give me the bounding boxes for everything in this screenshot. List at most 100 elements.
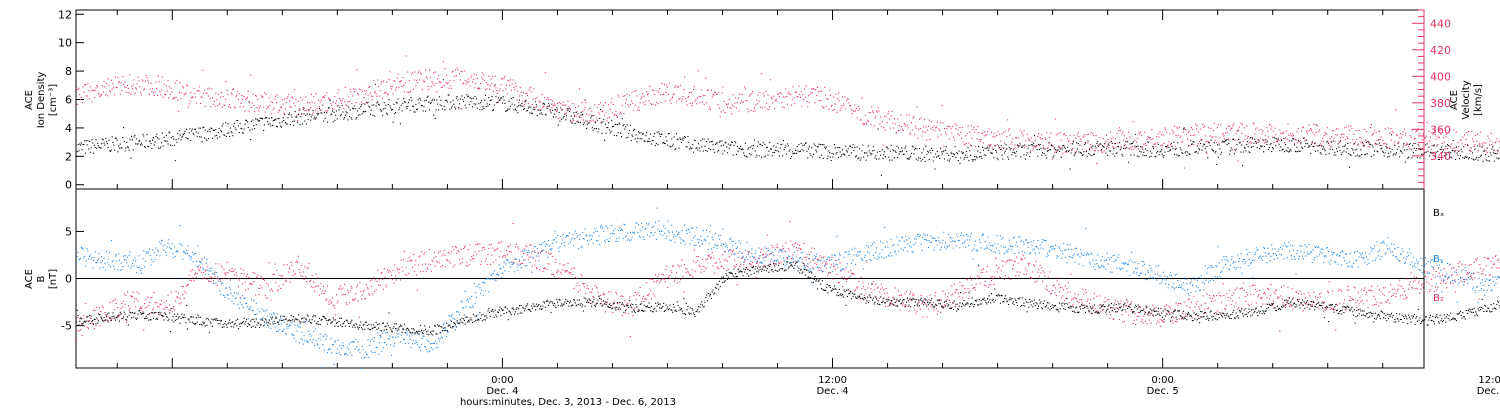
velocity-series-pt-1264 [1099,137,1101,139]
velocity-series-pt-1738 [1483,142,1485,144]
density-series-pt-48 [114,137,116,139]
density-series-pt-1264 [1099,143,1101,145]
velocity-series-pt-944 [840,107,842,109]
density-series-pt-333 [345,111,347,113]
density-series-pt-889 [795,152,797,154]
velocity-series-pt-1266 [1101,150,1103,152]
density-series-pt-1594 [1366,153,1368,155]
velocity-series-pt-1208 [1054,151,1056,153]
density-series-pt-128 [179,134,181,136]
density-series-pt-1661 [1421,153,1423,155]
density-series-pt-44 [111,136,113,138]
density-series-pt-150 [197,132,199,134]
density-series-pt-1629 [1395,154,1397,156]
density-series-pt-729 [666,140,668,142]
density-series-pt-1746 [1489,152,1491,154]
velocity-series-pt-1523 [1309,129,1311,131]
velocity-series-pt-701 [643,95,645,97]
velocity-series-pt-1430 [1233,148,1235,150]
velocity-series-pt-514 [492,75,494,77]
velocity-series-pt-1564 [1342,136,1344,138]
velocity-series-pt-929 [828,108,830,110]
velocity-series-pt-797 [721,92,723,94]
density-series-pt-218 [252,119,254,121]
velocity-series-pt-400 [399,81,401,83]
density-series-pt-204 [241,128,243,130]
velocity-series-pt-396 [396,77,398,79]
velocity-series-pt-1429 [1233,123,1235,125]
density-series-pt-1200 [1047,150,1049,152]
velocity-series-pt-1217 [1061,147,1063,149]
velocity-series-pt-142 [191,97,193,99]
velocity-series-pt-603 [564,113,566,115]
density-series-pt-1205 [1051,145,1053,147]
velocity-series-pt-821 [740,100,742,102]
density-series-pt-1505 [1294,150,1296,152]
density-series-pt-1417 [1223,141,1225,143]
density-series-pt-1589 [1362,145,1364,147]
velocity-series-pt-168 [212,97,214,99]
velocity-series-pt-1741 [1485,150,1487,152]
density-series-pt-886 [793,152,795,154]
density-series-pt-838 [754,150,756,152]
velocity-series-pt-1466 [1263,140,1265,142]
velocity-series-pt-1676 [1433,131,1435,133]
density-series-pt-1527 [1312,145,1314,147]
velocity-series-pt-1438 [1240,123,1242,125]
velocity-series-pt-888 [795,92,797,94]
density-series-pt-831 [748,153,750,155]
velocity-series-pt-1627 [1393,143,1395,145]
density-series-pt-376 [380,110,382,112]
velocity-series-pt-1611 [1380,136,1382,138]
velocity-series-pt-1711 [1461,143,1463,145]
density-series-pt-1469 [1265,141,1267,143]
density-series-pt-1747 [1490,154,1492,156]
velocity-series-pt-258 [284,108,286,110]
density-series-pt-510 [489,104,491,106]
density-series-pt-1424 [1229,153,1231,155]
velocity-series-pt-949 [844,96,846,98]
velocity-series-pt-1239 [1079,145,1081,147]
density-series-pt-820 [740,145,742,147]
density-series-pt-1327 [1150,155,1152,157]
velocity-series-pt-381 [384,91,386,93]
velocity-series-pt-244 [273,107,275,109]
velocity-series-pt-745 [679,98,681,100]
density-series-pt-557 [527,109,529,111]
density-series-pt-296 [315,117,317,119]
velocity-series-pt-565 [533,88,535,90]
density-series-pt-571 [538,109,540,111]
velocity-series-pt-1250 [1088,133,1090,135]
density-series-pt-626 [582,124,584,126]
velocity-series-pt-965 [857,110,859,112]
density-series-pt-111 [165,135,167,137]
velocity-series-pt-24 [95,87,97,89]
velocity-series-pt-237 [267,106,269,108]
density-series-pt-147 [195,128,197,130]
density-series-pt-1052 [927,151,929,153]
velocity-series-pt-350 [359,103,361,105]
velocity-series-pt-1701 [1453,129,1455,131]
velocity-series-pt-339 [350,91,352,93]
density-series-pt-1741 [1485,159,1487,161]
velocity-series-pt-445 [436,91,438,93]
density-series-pt-422 [417,99,419,101]
velocity-series-pt-107 [162,96,164,98]
velocity-series-pt-871 [781,102,783,104]
density-series-pt-500 [480,100,482,102]
density-series-pt-1197 [1045,154,1047,156]
density-series-pt-242 [272,125,274,127]
velocity-series-pt-1220 [1063,133,1065,135]
density-series-pt-169 [212,129,214,131]
density-series-pt-276 [299,123,301,125]
velocity-series-pt-632 [587,109,589,111]
density-series-pt-265 [290,114,292,116]
velocity-series-pt-1052 [927,125,929,127]
velocity-series-pt-710 [650,104,652,106]
velocity-series-pt-100 [157,95,159,97]
velocity-series-pt-1660 [1420,147,1422,149]
velocity-series-pt-430 [424,81,426,83]
density-series-pt-1393 [1204,143,1206,145]
velocity-series-pt-1329 [1152,138,1154,140]
velocity-series-pt-288 [309,102,311,104]
